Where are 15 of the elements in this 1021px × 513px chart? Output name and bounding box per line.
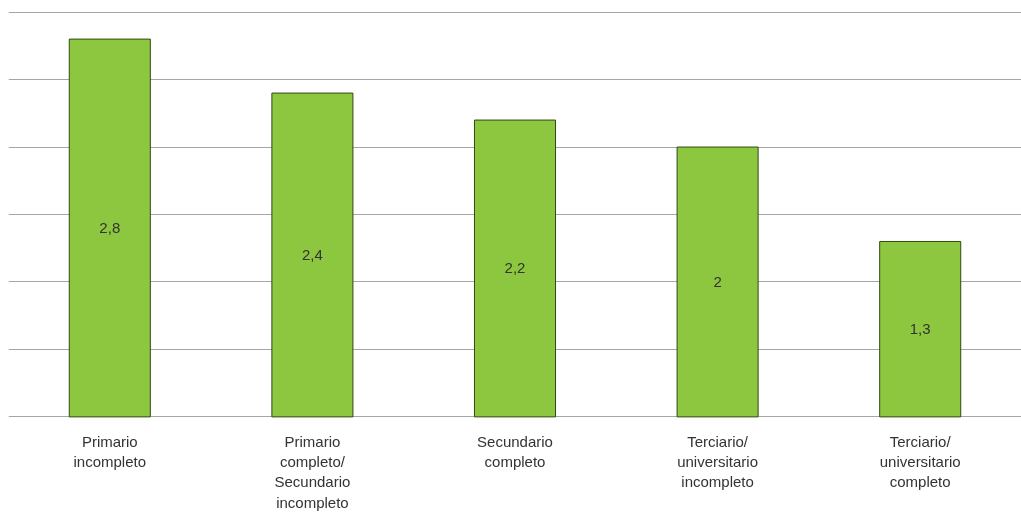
- bar: [271, 92, 354, 418]
- x-tick-label: Secundario completo: [477, 432, 553, 470]
- data-label: 2: [713, 272, 722, 290]
- x-tick-label: Primario incompleto: [73, 432, 147, 470]
- bar: [676, 146, 759, 418]
- x-tick-label: Terciario/ universitario incompleto: [677, 432, 759, 491]
- bar: [879, 240, 962, 418]
- x-tick-label: Primario completo/ Secundario incompleto: [274, 432, 351, 511]
- bar: [473, 119, 557, 418]
- x-tick-label: Terciario/ universitario completo: [879, 432, 961, 491]
- data-label: 2,4: [301, 245, 323, 263]
- bar: [68, 38, 151, 418]
- data-label: 2,2: [504, 259, 526, 277]
- data-label: 1,3: [909, 320, 931, 338]
- data-label: 2,8: [99, 218, 121, 236]
